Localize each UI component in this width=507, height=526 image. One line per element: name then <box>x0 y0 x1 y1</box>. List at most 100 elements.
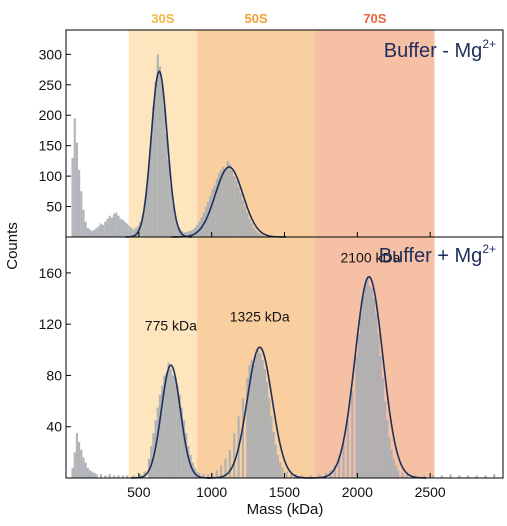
histogram-bar <box>117 215 120 237</box>
histogram-bar <box>73 118 76 237</box>
histogram-bar <box>338 454 341 478</box>
histogram-bar <box>156 407 159 478</box>
histogram-bar <box>171 375 175 478</box>
histogram-bar <box>440 475 443 478</box>
histogram-bar <box>154 81 157 237</box>
histogram-bar <box>176 223 179 237</box>
histogram-bar <box>261 360 264 478</box>
histogram-bar <box>493 474 496 478</box>
histogram-bar <box>178 394 181 478</box>
histogram-bar <box>252 227 256 237</box>
histogram-bar <box>259 353 262 478</box>
histogram-bar <box>117 475 120 478</box>
y-tick-label: 40 <box>46 419 62 435</box>
histogram-bar <box>246 378 249 478</box>
histogram-bar <box>161 385 164 478</box>
region-label-70S: 70S <box>363 11 386 26</box>
histogram-bar <box>397 470 400 478</box>
histogram-bar <box>198 472 201 478</box>
histogram-bar <box>318 474 321 478</box>
y-tick-label: 50 <box>46 199 62 215</box>
histogram-bar <box>255 354 258 478</box>
histogram-bar <box>86 227 89 237</box>
histogram-bar <box>224 168 227 237</box>
peak-label: 2100 kDa <box>340 250 400 266</box>
histogram-bar <box>431 475 435 478</box>
histogram-bar <box>104 221 107 237</box>
histogram-bar <box>106 218 109 237</box>
histogram-bar <box>381 378 384 478</box>
histogram-bar <box>281 467 284 478</box>
histogram-bar <box>86 467 89 478</box>
gaussian-fit-curve <box>207 346 311 479</box>
region-label-30S: 30S <box>151 11 174 26</box>
histogram-bar <box>132 229 135 237</box>
x-tick-label: 1000 <box>196 484 227 500</box>
histogram-bar <box>112 213 116 237</box>
histogram-bar <box>156 54 159 238</box>
histogram-bar <box>189 230 192 237</box>
histogram-bar <box>362 295 365 478</box>
gaussian-fit-curve <box>131 364 211 479</box>
histogram-bar <box>158 394 162 478</box>
histogram-bar <box>202 474 205 478</box>
histogram-bar <box>174 215 177 237</box>
histogram-bar <box>91 230 94 237</box>
histogram-bar <box>466 475 470 478</box>
histogram-bar <box>165 372 168 478</box>
histogram-bar <box>390 449 393 478</box>
histogram-bar <box>88 229 92 237</box>
histogram-bar <box>346 420 349 478</box>
histogram-bar <box>185 433 188 478</box>
histogram-bar <box>213 185 216 237</box>
histogram-bar <box>368 285 371 478</box>
histogram-bar <box>372 298 376 478</box>
histogram-bar <box>110 217 113 237</box>
histogram-bar <box>182 232 186 237</box>
histogram-bar <box>180 407 183 478</box>
histogram-bar <box>176 385 179 478</box>
histogram-bar <box>163 106 166 238</box>
histogram-bar <box>222 166 225 237</box>
histogram-bar <box>139 221 142 237</box>
y-tick-label: 100 <box>39 168 63 184</box>
histogram-bar <box>241 200 245 237</box>
histogram-bar <box>220 465 223 478</box>
histogram-bar <box>377 334 380 478</box>
histogram-bar <box>169 185 172 237</box>
histogram-bar <box>355 356 358 478</box>
histogram-bar <box>193 227 197 237</box>
y-ticks-plus-mg: 40 80 120 160 <box>39 265 71 435</box>
histogram-bar <box>279 462 282 478</box>
histogram-bar <box>364 285 367 478</box>
histogram-bar <box>241 398 245 478</box>
histogram-bar <box>165 133 168 237</box>
gaussian-fit-curve <box>310 275 427 479</box>
histogram-bar <box>99 474 103 478</box>
region-label-50S: 50S <box>245 11 268 26</box>
histogram-bar <box>383 401 387 478</box>
x-tick-label: 500 <box>127 484 151 500</box>
histogram-bar <box>95 227 98 237</box>
histogram-bar <box>102 224 105 237</box>
histogram-bar <box>224 458 227 478</box>
histogram-bar <box>233 433 236 478</box>
histogram-bar <box>405 474 408 478</box>
histogram-bar <box>257 232 260 237</box>
histogram-bar <box>268 398 271 478</box>
histogram-bar <box>206 201 210 237</box>
histogram-bars-minus-mg <box>71 54 264 238</box>
histogram-bar <box>145 188 148 237</box>
histogram-bar <box>93 229 96 237</box>
histogram-bar <box>206 474 210 478</box>
histogram-bar <box>161 84 164 237</box>
histogram-bar <box>300 475 304 478</box>
histogram-bar <box>91 471 94 478</box>
histogram-bar <box>228 163 231 237</box>
panel-buffer-minus-mg: 50 100 150 200 250 300 Buffer - Mg2+ <box>39 37 496 238</box>
histogram-bar <box>108 474 111 478</box>
histogram-bar <box>108 215 111 237</box>
histogram-bar <box>392 458 395 478</box>
histogram-bar <box>187 445 190 478</box>
histogram-bar <box>333 465 336 478</box>
